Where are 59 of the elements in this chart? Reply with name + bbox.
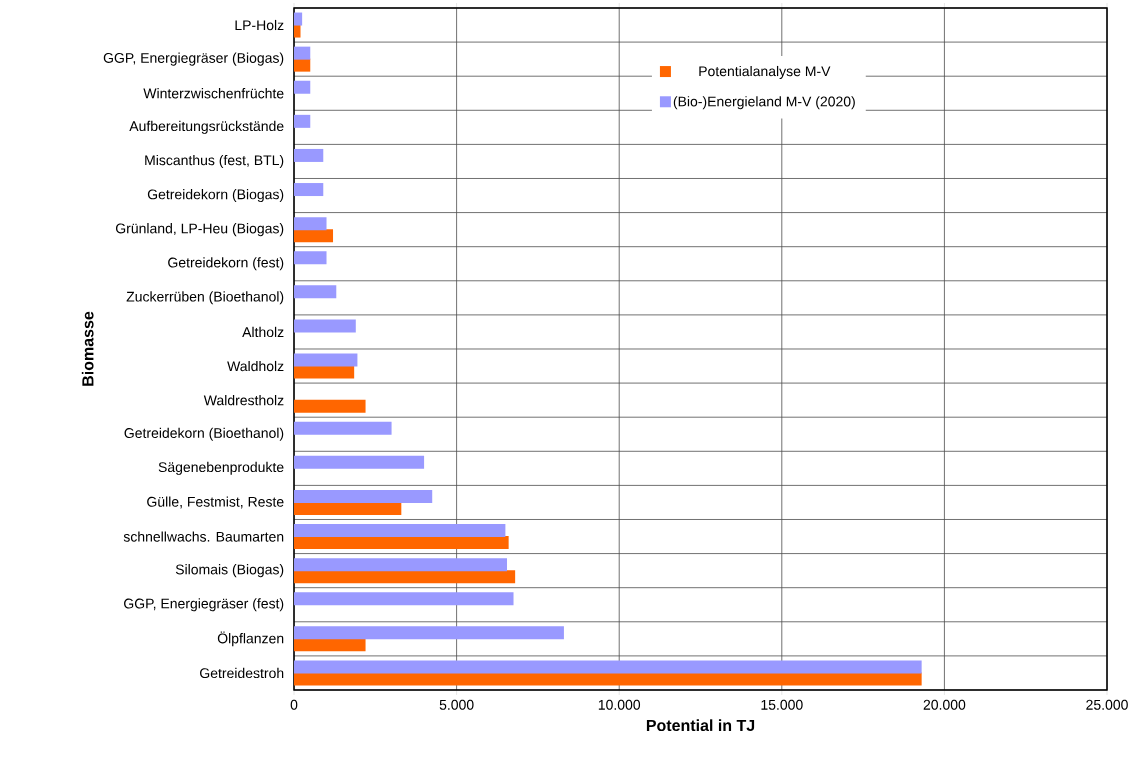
bar: [294, 58, 311, 72]
bar: [294, 46, 311, 60]
y-axis-title: Biomasse: [81, 311, 94, 386]
y-tick-label: Grünland, LP-Heu (Biogas): [115, 223, 284, 237]
y-tick-label: Zuckerrüben (Bioethanol): [126, 291, 284, 305]
y-tick-label: GGP, Energiegräser (Biogas): [103, 52, 284, 66]
y-tick-label: Winterzwischenfrüchte: [143, 88, 284, 99]
bar: [294, 80, 311, 94]
x-tick-label: 5.000: [439, 699, 474, 710]
y-tick-label: schnellwachs. Baumarten: [123, 531, 284, 542]
x-tick-label: 0: [290, 699, 298, 710]
bar: [294, 592, 514, 606]
bar: [294, 558, 508, 572]
x-tick-label: 25.000: [1086, 699, 1128, 710]
y-tick-label: Gülle, Festmist, Reste: [147, 496, 284, 509]
bar: [294, 638, 366, 652]
y-tick-label: Waldholz: [227, 360, 284, 372]
bar: [294, 285, 337, 299]
bar: [294, 183, 324, 197]
y-tick-label: Sägenebenprodukte: [158, 461, 284, 475]
bar: [294, 399, 366, 413]
bar: [294, 524, 506, 538]
legend-label: Potentialanalyse M-V: [699, 65, 831, 79]
y-tick-label: Getreidekorn (fest): [168, 257, 284, 271]
bar: [294, 24, 301, 38]
y-tick-label: Altholz: [242, 326, 284, 338]
x-tick-label: 15.000: [761, 699, 803, 710]
x-axis-title: Potential in TJ: [646, 719, 755, 732]
bar: [294, 114, 311, 128]
y-tick-label: Getreidestroh: [200, 667, 284, 679]
legend-label: (Bio-)Energieland M-V (2020): [673, 96, 855, 110]
y-tick-label: GGP, Energiegräser (fest): [124, 598, 284, 612]
bar: [294, 365, 355, 379]
bar: [294, 319, 356, 333]
y-tick-label: Aufbereitungsrückstände: [129, 120, 284, 134]
bar: [294, 12, 303, 26]
bar: [294, 217, 327, 231]
bar: [294, 229, 334, 243]
bar: [294, 353, 358, 367]
bar: [294, 489, 433, 503]
bar: [294, 570, 516, 584]
bar: [294, 626, 564, 640]
bar: [294, 148, 324, 162]
bar: [294, 455, 425, 469]
y-tick-label: Getreidekorn (Bioethanol): [124, 427, 284, 441]
y-tick-label: Miscanthus (fest, BTL): [145, 154, 284, 168]
bar: [294, 536, 509, 550]
y-tick-label: Getreidekorn (Biogas): [147, 189, 284, 203]
bar: [294, 421, 392, 435]
y-tick-label: Silomais (Biogas): [175, 564, 284, 578]
bar: [294, 660, 922, 674]
bar: [294, 501, 402, 515]
y-tick-label: LP-Holz: [235, 19, 284, 31]
x-tick-label: 10.000: [598, 699, 641, 710]
y-tick-label: Waldrestholz: [203, 395, 284, 406]
x-tick-label: 20.000: [923, 699, 966, 710]
y-tick-label: Ölpflanzen: [217, 631, 284, 647]
bar: [294, 672, 922, 686]
bar: [294, 251, 327, 265]
